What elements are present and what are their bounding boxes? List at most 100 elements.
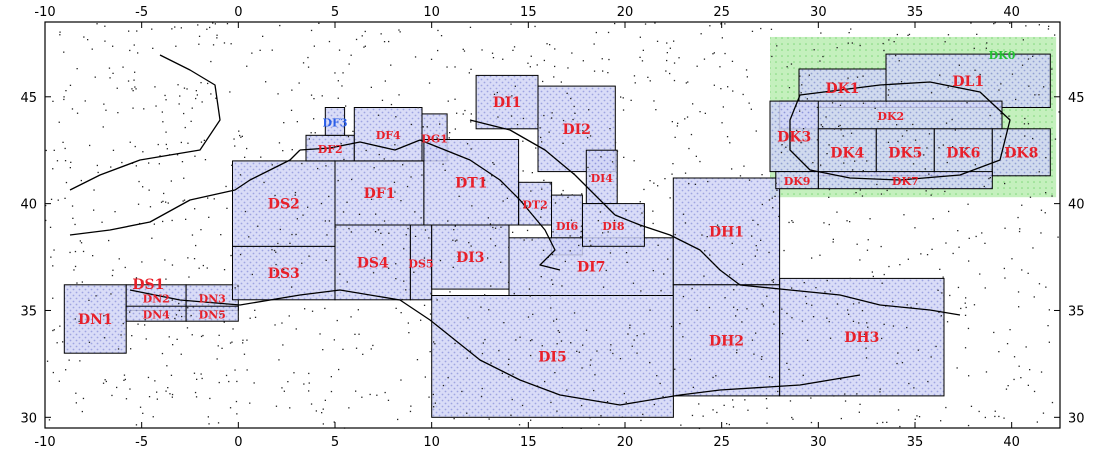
region-label-dk4: DK4 (830, 145, 864, 161)
region-label-dk1: DK1 (825, 81, 859, 97)
region-label-ds3: DS3 (268, 266, 300, 282)
region-box-ds2 (232, 160, 336, 247)
x-tick-label: 30 (810, 435, 827, 450)
region-label-dk9: DK9 (784, 175, 811, 188)
region-label-dk2: DK2 (877, 110, 904, 123)
region-label-ds2: DS2 (268, 197, 300, 213)
region-label-di8: DI8 (602, 220, 625, 233)
x-tick-label: 10 (423, 435, 440, 450)
region-label-di7: DI7 (577, 260, 605, 276)
x-tick-label: 10 (423, 5, 440, 20)
region-label-ds4: DS4 (357, 255, 389, 271)
region-label-dl1: DL1 (952, 74, 984, 90)
x-tick-label: 35 (907, 5, 924, 20)
y-tick-label-right: 45 (1068, 91, 1085, 106)
coastline-africa (129, 289, 861, 406)
region-label-dn1: DN1 (78, 312, 113, 328)
coastline-spain (69, 149, 301, 236)
region-label-dk0: DK0 (989, 49, 1016, 62)
region-label-dk3: DK3 (777, 129, 811, 145)
region-label-dh3: DH3 (844, 330, 879, 346)
y-tick-label-left: 35 (20, 304, 37, 319)
region-box-di5 (431, 295, 674, 418)
x-tick-label: 15 (520, 5, 537, 20)
region-label-di6: DI6 (556, 220, 579, 233)
region-box-df1 (334, 160, 425, 226)
region-label-dt1: DT1 (455, 175, 487, 191)
region-label-dh1: DH1 (709, 224, 744, 240)
region-box-dl1 (885, 53, 1051, 108)
region-label-dg1: DG1 (421, 132, 448, 145)
region-label-df4: DF4 (376, 129, 401, 142)
x-tick-label: -5 (135, 5, 148, 20)
x-tick-label: 5 (331, 5, 339, 20)
coastline-greece (614, 214, 741, 286)
coastline-blacksea (789, 81, 1011, 181)
region-label-dk7: DK7 (892, 175, 919, 188)
coastline-italy (419, 139, 561, 271)
coastline-adriatic (469, 119, 616, 216)
region-label-dk6: DK6 (946, 145, 980, 161)
region-box-dk9 (775, 171, 819, 190)
y-tick-label-right: 40 (1068, 198, 1085, 213)
region-label-df1: DF1 (364, 186, 396, 202)
region-box-dh2 (672, 284, 781, 397)
region-label-di5: DI5 (538, 349, 566, 365)
region-box-di8 (582, 203, 645, 247)
x-tick-label: 30 (810, 5, 827, 20)
y-tick-label-right: 30 (1068, 411, 1085, 426)
x-tick-label: 0 (234, 5, 242, 20)
x-tick-label: 0 (234, 435, 242, 450)
x-tick-label: -10 (34, 5, 55, 20)
region-label-di4: DI4 (591, 172, 614, 185)
coastline-biscay (69, 54, 221, 191)
region-label-dk5: DK5 (888, 145, 922, 161)
x-tick-label: -5 (135, 435, 148, 450)
x-tick-label: 25 (713, 5, 730, 20)
region-box-dh3 (779, 277, 945, 397)
y-tick-label-right: 35 (1068, 304, 1085, 319)
region-box-di4 (585, 149, 618, 205)
region-label-di3: DI3 (456, 250, 484, 266)
x-tick-label: 20 (617, 5, 634, 20)
region-box-df4 (353, 107, 423, 162)
x-tick-label: 35 (907, 435, 924, 450)
region-box-df3 (324, 107, 346, 136)
coastline-turkey (739, 284, 961, 316)
region-box-dk3 (769, 100, 819, 173)
region-label-dh2: DH2 (709, 333, 744, 349)
y-tick-label-left: 45 (20, 91, 37, 106)
coastline-france (299, 139, 421, 151)
region-label-dn4: DN4 (143, 309, 171, 322)
region-box-di3 (431, 224, 510, 290)
region-box-dt2 (518, 181, 553, 226)
x-tick-label: -10 (34, 435, 55, 450)
x-tick-label: 25 (713, 435, 730, 450)
region-label-ds1: DS1 (132, 277, 164, 293)
region-label-df3: DF3 (322, 116, 347, 129)
x-tick-label: 15 (520, 435, 537, 450)
region-label-dn2: DN2 (143, 293, 170, 306)
x-tick-label: 40 (1003, 435, 1020, 450)
region-box-di7 (508, 237, 674, 297)
region-label-dn3: DN3 (199, 293, 226, 306)
region-box-dh1 (672, 177, 781, 286)
x-tick-label: 20 (617, 435, 634, 450)
x-tick-label: 40 (1003, 5, 1020, 20)
region-label-di2: DI2 (562, 122, 590, 138)
map-frame (44, 21, 1061, 429)
region-label-dt2: DT2 (522, 199, 547, 212)
region-label-di1: DI1 (493, 95, 521, 111)
x-tick-label: 5 (331, 435, 339, 450)
y-tick-label-left: 40 (20, 198, 37, 213)
region-label-df2: DF2 (318, 143, 343, 156)
y-tick-label-left: 30 (20, 411, 37, 426)
region-box-ds3 (232, 245, 336, 301)
region-box-dn5 (185, 305, 239, 322)
region-box-ds4 (334, 224, 411, 301)
region-label-ds5: DS5 (408, 257, 433, 270)
region-label-dn5: DN5 (199, 309, 226, 322)
land-stipple (45, 22, 1060, 430)
